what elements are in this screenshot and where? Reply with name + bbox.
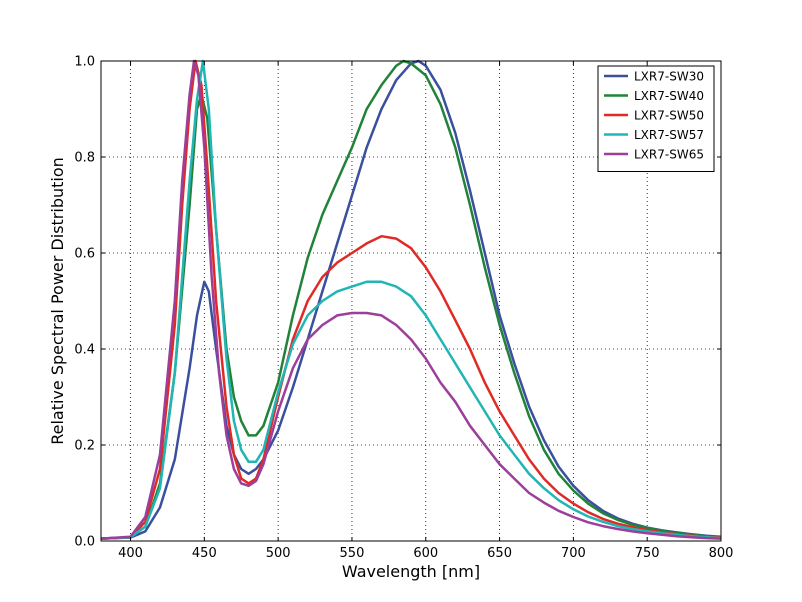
x-tick-label: 450 <box>192 546 217 561</box>
y-tick-label: 0.8 <box>74 151 95 166</box>
x-tick-label: 650 <box>487 546 512 561</box>
x-tick-label: 700 <box>561 546 586 561</box>
legend-label: LXR7-SW50 <box>634 109 704 123</box>
y-axis-title: Relative Spectral Power Distribution <box>48 157 67 445</box>
legend: LXR7-SW30 LXR7-SW40 LXR7-SW50 LXR7-SW57 LXR7… <box>597 65 715 172</box>
y-tick-label: 0.4 <box>74 343 95 358</box>
plot-frame <box>100 60 722 542</box>
axis-ticks: 400 450 500 550 600 650 700 750 800 0.0 0.2 0.4 0.6 0… <box>74 55 733 562</box>
x-tick-label: 550 <box>340 546 365 561</box>
legend-label: LXR7-SW57 <box>634 128 704 142</box>
series-group <box>101 59 721 540</box>
x-tick-label: 800 <box>709 546 734 561</box>
series-line-lxr7-sw65 <box>101 59 721 540</box>
series-line-lxr7-sw40 <box>101 59 721 540</box>
x-tick-label: 600 <box>413 546 438 561</box>
y-tick-label: 1.0 <box>74 55 95 70</box>
legend-label: LXR7-SW65 <box>634 148 704 162</box>
x-tick-label: 400 <box>118 546 143 561</box>
y-tick-label: 0.2 <box>74 439 95 454</box>
series-line-lxr7-sw57 <box>101 59 721 540</box>
x-axis-title: Wavelength [nm] <box>342 562 480 581</box>
series-line-lxr7-sw30 <box>101 59 721 540</box>
y-tick-label: 0.0 <box>74 535 95 550</box>
legend-label: LXR7-SW40 <box>634 89 704 103</box>
x-tick-label: 750 <box>635 546 660 561</box>
legend-label: LXR7-SW30 <box>634 70 704 84</box>
y-tick-label: 0.6 <box>74 247 95 262</box>
x-tick-label: 500 <box>266 546 291 561</box>
